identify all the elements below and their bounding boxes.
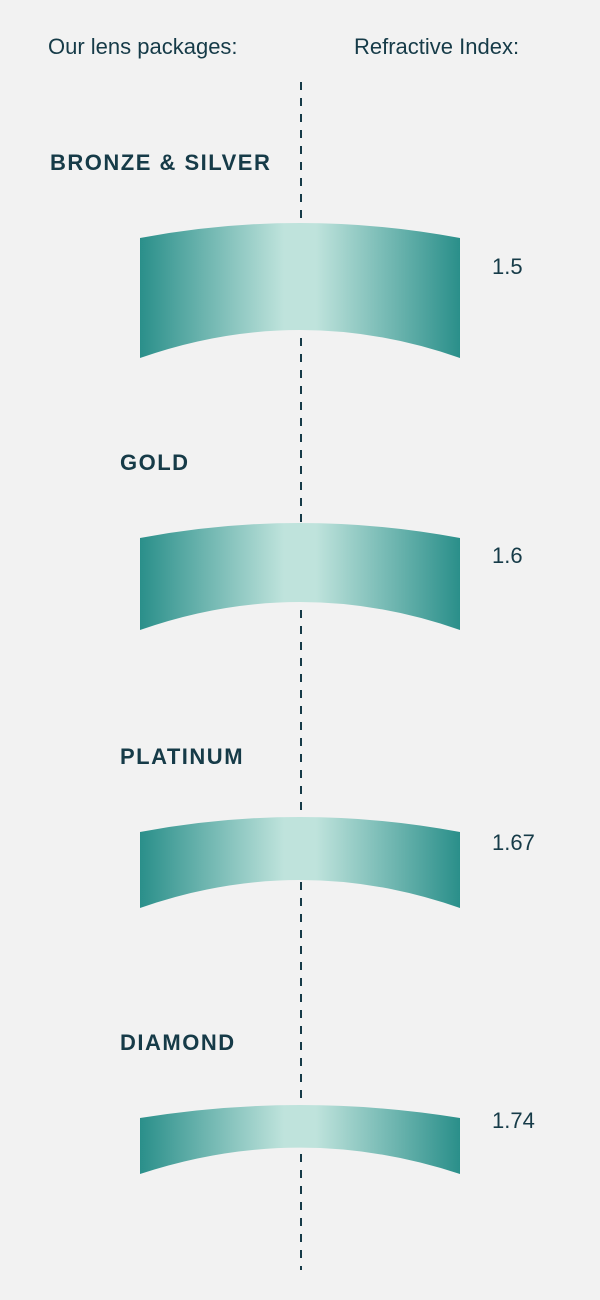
lens-shape bbox=[140, 506, 460, 632]
tier-label: DIAMOND bbox=[120, 1030, 236, 1056]
lens-shape bbox=[140, 1086, 460, 1176]
tier-label: PLATINUM bbox=[120, 744, 244, 770]
tier-section: DIAMOND 1.74 bbox=[0, 1030, 600, 1290]
tier-label: GOLD bbox=[120, 450, 190, 476]
lens-shape bbox=[140, 206, 460, 360]
tier-section: GOLD 1.6 bbox=[0, 450, 600, 710]
heading-refractive-index: Refractive Index: bbox=[354, 34, 519, 60]
tier-section: PLATINUM 1.67 bbox=[0, 744, 600, 1004]
refractive-index-value: 1.74 bbox=[492, 1108, 535, 1134]
refractive-index-value: 1.6 bbox=[492, 543, 523, 569]
heading-packages: Our lens packages: bbox=[48, 34, 238, 60]
tier-section: BRONZE & SILVER 1.5 bbox=[0, 150, 600, 410]
tier-label: BRONZE & SILVER bbox=[50, 150, 271, 176]
refractive-index-value: 1.5 bbox=[492, 254, 523, 280]
lens-shape bbox=[140, 800, 460, 910]
refractive-index-value: 1.67 bbox=[492, 830, 535, 856]
